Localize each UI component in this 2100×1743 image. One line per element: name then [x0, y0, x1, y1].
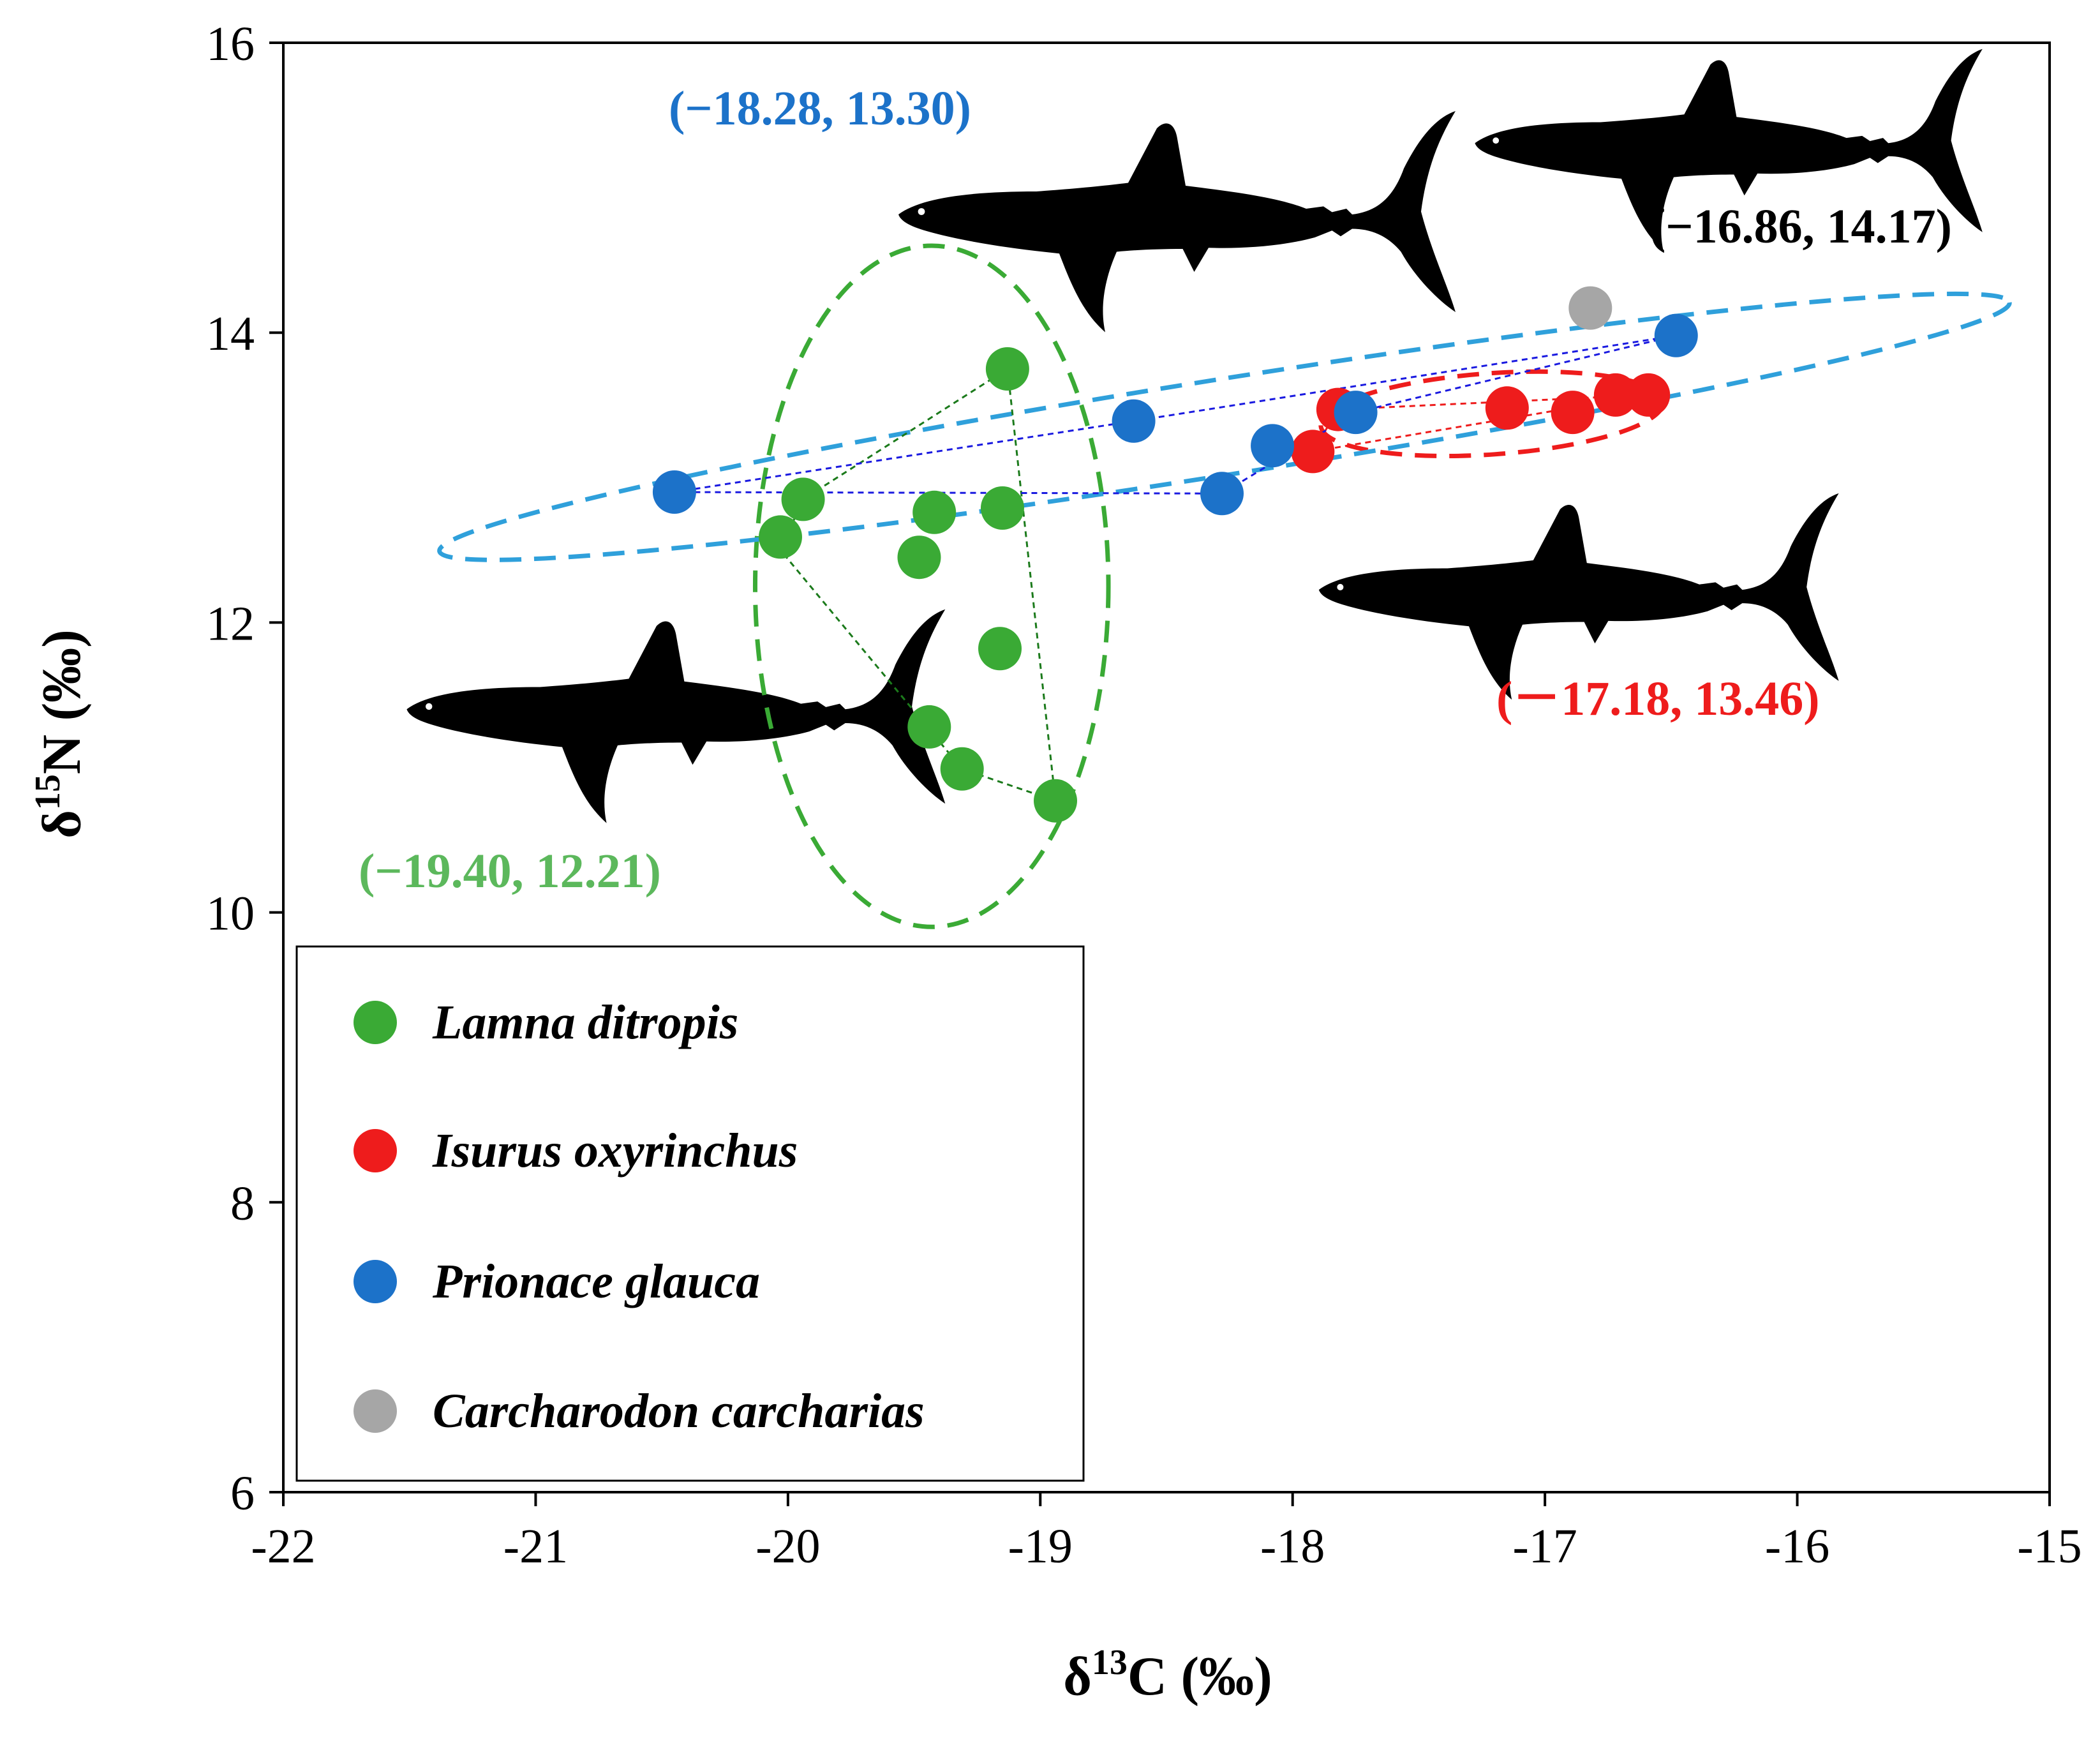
legend-label: Isurus oxyrinchus [432, 1124, 798, 1178]
point-lamna-ditropis [1034, 779, 1078, 823]
legend: Lamna ditropis Isurus oxyrinchus Prionac… [295, 945, 1085, 1482]
hull-prionace-glauca [674, 334, 1677, 495]
legend-box [295, 945, 1085, 1482]
x-tick-label: -21 [503, 1520, 568, 1573]
point-prionace-glauca [1200, 472, 1244, 516]
legend-marker [354, 1001, 397, 1044]
legend-label: Lamna ditropis [432, 996, 738, 1049]
point-isurus-oxyrinchus [1627, 373, 1671, 417]
x-tick-label: -16 [1765, 1520, 1829, 1573]
legend-item-prionace-glauca: Prionace glauca [354, 1255, 760, 1308]
point-isurus-oxyrinchus [1551, 391, 1595, 435]
point-isurus-oxyrinchus [1485, 386, 1529, 430]
point-prionace-glauca [1334, 391, 1378, 435]
point-lamna-ditropis [912, 490, 957, 534]
point-carcharodon-carcharias [1568, 286, 1612, 330]
legend-marker [354, 1129, 397, 1172]
y-tick-label: 14 [206, 307, 255, 361]
legend-item-isurus-oxyrinchus: Isurus oxyrinchus [354, 1124, 798, 1178]
y-axis-title: δ15N (‰) [28, 629, 92, 839]
legend-label: Carcharodon carcharias [433, 1384, 925, 1438]
x-tick-label: -19 [1008, 1520, 1073, 1573]
y-tick-label: 12 [206, 597, 255, 650]
shark-silhouette-left [406, 609, 946, 823]
x-tick-label: -15 [2017, 1520, 2081, 1573]
plot-frame [282, 41, 2051, 1493]
hull-lamna-ditropis [779, 368, 1057, 802]
y-tick-label: 8 [230, 1177, 255, 1231]
centroid-label-lamna-ditropis: (−19.40, 12.21) [359, 844, 661, 898]
legend-item-lamna-ditropis: Lamna ditropis [354, 996, 738, 1049]
x-tick-label: -17 [1512, 1520, 1577, 1573]
x-axis-title: δ13C (‰) [1063, 1643, 1272, 1707]
shark-silhouette-top-center [898, 111, 1456, 333]
y-axis: 6 8 10 12 14 16 [206, 17, 283, 1520]
point-lamna-ditropis [978, 627, 1022, 671]
legend-label: Prionace glauca [432, 1255, 760, 1308]
point-isurus-oxyrinchus [1593, 373, 1637, 417]
point-lamna-ditropis [907, 705, 951, 749]
x-tick-label: -22 [251, 1520, 315, 1573]
x-tick-label: -18 [1260, 1520, 1325, 1573]
point-lamna-ditropis [940, 747, 984, 791]
point-lamna-ditropis [980, 486, 1024, 530]
y-tick-label: 16 [206, 17, 255, 71]
point-prionace-glauca [1112, 399, 1156, 443]
point-lamna-ditropis [781, 477, 825, 521]
ellipse-lamna-ditropis [752, 243, 1111, 929]
y-tick-label: 6 [230, 1467, 255, 1520]
legend-marker [354, 1260, 397, 1303]
point-prionace-glauca [1654, 313, 1698, 357]
point-layer [652, 286, 1698, 823]
point-lamna-ditropis [758, 515, 802, 559]
x-axis: -22 -21 -20 -19 -18 -17 -16 -15 [251, 1492, 2082, 1573]
legend-item-carcharodon-carcharias: Carcharodon carcharias [354, 1384, 925, 1438]
ellipse-prionace-glauca [437, 291, 2012, 562]
centroid-label-prionace-glauca: (−18.28, 13.30) [669, 82, 971, 135]
y-tick-label: 10 [206, 887, 255, 941]
x-tick-label: -20 [756, 1520, 820, 1573]
point-prionace-glauca [1251, 424, 1295, 468]
centroid-label-carcharodon-carcharias: (−16.86, 14.17) [1649, 200, 1952, 253]
legend-marker [354, 1389, 397, 1433]
point-isurus-oxyrinchus [1291, 430, 1335, 474]
centroid-label-isurus-oxyrinchus: (－17.18, 13.46) [1496, 672, 1820, 726]
point-lamna-ditropis [897, 535, 941, 580]
point-prionace-glauca [652, 470, 696, 514]
shark-silhouette-middle-right [1318, 493, 1839, 700]
point-lamna-ditropis [985, 347, 1029, 391]
